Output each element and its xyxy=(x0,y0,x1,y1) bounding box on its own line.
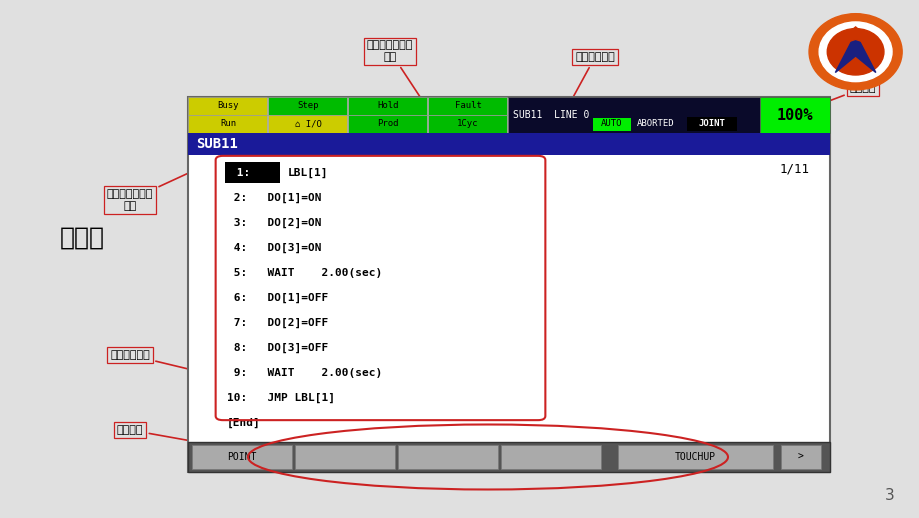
Bar xyxy=(267,97,346,115)
Text: POINT: POINT xyxy=(227,452,256,462)
Text: JOINT: JOINT xyxy=(698,120,725,128)
Bar xyxy=(759,97,829,133)
Text: 程序指令: 程序指令 xyxy=(511,300,706,310)
Bar xyxy=(187,97,267,115)
Bar xyxy=(427,115,506,133)
Text: 速度倍率: 速度倍率 xyxy=(803,83,876,111)
Bar xyxy=(347,97,426,115)
Polygon shape xyxy=(834,34,875,73)
Bar xyxy=(427,97,506,115)
Bar xyxy=(686,117,736,131)
Text: 100%: 100% xyxy=(776,108,812,122)
Circle shape xyxy=(826,28,883,75)
Text: 彩色屏: 彩色屏 xyxy=(60,226,105,250)
Bar xyxy=(618,445,772,469)
Bar xyxy=(187,115,267,133)
Text: 10:   JMP LBL[1]: 10: JMP LBL[1] xyxy=(227,393,335,402)
Text: 当前示教坐标系: 当前示教坐标系 xyxy=(671,188,761,255)
Bar xyxy=(347,115,426,133)
Bar xyxy=(593,118,630,131)
Text: Fault: Fault xyxy=(454,102,481,110)
Text: 9:   WAIT    2.00(sec): 9: WAIT 2.00(sec) xyxy=(227,367,381,378)
Text: 4:   DO[3]=ON: 4: DO[3]=ON xyxy=(227,242,321,253)
Circle shape xyxy=(808,13,902,90)
Text: TOUCHUP: TOUCHUP xyxy=(675,452,715,462)
Bar xyxy=(187,442,829,472)
Text: 5:   WAIT    2.00(sec): 5: WAIT 2.00(sec) xyxy=(227,267,381,278)
Bar xyxy=(295,445,394,469)
Text: 3:   DO[2]=ON: 3: DO[2]=ON xyxy=(227,218,321,227)
Polygon shape xyxy=(830,27,880,48)
Text: 当前执行的程序
序名: 当前执行的程序 序名 xyxy=(367,40,427,108)
Text: 1Cyc: 1Cyc xyxy=(457,120,478,128)
Bar xyxy=(225,162,279,183)
Text: 8:   DO[3]=OFF: 8: DO[3]=OFF xyxy=(227,342,328,353)
Text: Busy: Busy xyxy=(217,102,239,110)
Text: SUB11: SUB11 xyxy=(196,137,238,151)
Text: AUTO: AUTO xyxy=(601,120,622,128)
Bar xyxy=(501,445,600,469)
Bar xyxy=(780,445,820,469)
Text: LBL[1]: LBL[1] xyxy=(288,167,328,178)
Bar xyxy=(398,445,497,469)
Text: Prod: Prod xyxy=(377,120,398,128)
Text: Run: Run xyxy=(220,120,236,128)
Text: ABORTED: ABORTED xyxy=(636,120,674,128)
Text: [End]: [End] xyxy=(227,418,260,428)
Text: 功能菜单: 功能菜单 xyxy=(117,425,266,456)
Bar xyxy=(187,133,829,155)
Text: 6:   DO[1]=OFF: 6: DO[1]=OFF xyxy=(227,292,328,303)
Text: 1:: 1: xyxy=(230,167,250,178)
Bar xyxy=(192,445,291,469)
Text: ⌂ I/O: ⌂ I/O xyxy=(294,120,321,128)
Bar xyxy=(507,97,759,133)
Circle shape xyxy=(818,22,891,82)
Text: 7:   DO[2]=OFF: 7: DO[2]=OFF xyxy=(227,318,328,327)
Text: 当前编辑的程序
序名: 当前编辑的程序 序名 xyxy=(107,149,241,211)
Text: 程序运行状态: 程序运行状态 xyxy=(567,52,614,108)
Text: 程序结束标记: 程序结束标记 xyxy=(110,350,250,385)
Text: Hold: Hold xyxy=(377,102,398,110)
Text: 1/11: 1/11 xyxy=(779,163,809,176)
Text: 3: 3 xyxy=(884,488,894,503)
Text: SUB11  LINE 0: SUB11 LINE 0 xyxy=(513,110,589,120)
Bar xyxy=(267,115,346,133)
Text: >: > xyxy=(797,452,803,462)
Bar xyxy=(187,97,829,472)
Text: Step: Step xyxy=(297,102,318,110)
Text: 2:   DO[1]=ON: 2: DO[1]=ON xyxy=(227,192,321,203)
